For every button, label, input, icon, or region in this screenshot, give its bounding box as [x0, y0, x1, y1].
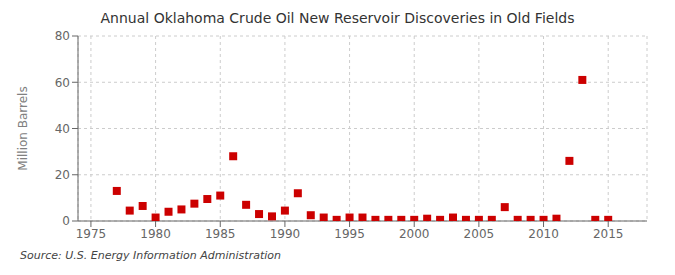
svg-text:40: 40 [55, 122, 70, 136]
svg-text:1985: 1985 [205, 227, 236, 241]
svg-text:20: 20 [55, 168, 70, 182]
svg-text:1990: 1990 [270, 227, 301, 241]
svg-text:1975: 1975 [76, 227, 107, 241]
html-text:Source: U.S. Energy Informatio: Source: U.S. Energy Information Administ… [20, 249, 281, 262]
svg-text:60: 60 [55, 76, 70, 90]
svg-text:2005: 2005 [464, 227, 495, 241]
svg-text:80: 80 [55, 29, 70, 43]
svg-text:2010: 2010 [528, 227, 559, 241]
svg-text:1980: 1980 [140, 227, 171, 241]
html-text:Annual Oklahoma Crude Oil New: Annual Oklahoma Crude Oil New Reservoir … [100, 10, 575, 26]
svg-text:1995: 1995 [334, 227, 365, 241]
svg-text:0: 0 [62, 214, 70, 228]
svg-text:2000: 2000 [399, 227, 430, 241]
svg-text:2015: 2015 [593, 227, 624, 241]
svg-text:Million Barrels: Million Barrels [16, 86, 30, 170]
